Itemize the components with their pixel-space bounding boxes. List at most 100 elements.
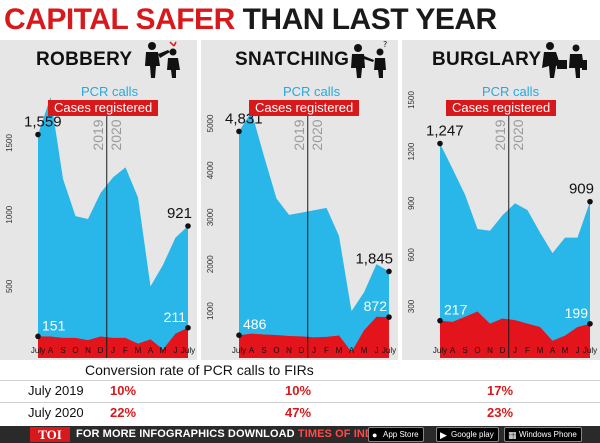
cases-registered-area [239, 316, 389, 358]
x-tick-label: S [261, 346, 266, 355]
year-marker-2020: 2020 [309, 119, 325, 150]
apple-icon: ● [372, 430, 378, 440]
conversion-value-burglary: 23% [487, 405, 514, 420]
pcr-start-label: 1,247 [426, 123, 464, 140]
x-tick-label: J [576, 346, 580, 355]
cases-start-marker [35, 333, 41, 340]
cases-end-marker [386, 314, 392, 320]
x-tick-label: D [299, 346, 305, 355]
cases-start-marker [437, 317, 443, 324]
robbery-legend-cases: Cases registered [48, 100, 159, 116]
x-tick-label: J [375, 346, 379, 355]
conversion-value-snatching: 10% [285, 383, 312, 398]
x-tick-label: O [273, 346, 279, 355]
y-tick-label: 5000 [206, 114, 215, 132]
cases-end-label: 872 [364, 298, 388, 314]
x-tick-label: S [60, 346, 65, 355]
x-tick-label: J [312, 346, 316, 355]
x-tick-label: N [487, 346, 493, 355]
year-marker-2019: 2019 [291, 119, 307, 150]
x-tick-label: F [525, 346, 530, 355]
conversion-row-label: July 2020 [28, 405, 84, 420]
pcr-end-label: 1,845 [355, 250, 393, 267]
y-tick-label: 1000 [206, 302, 215, 320]
google-play-badge[interactable]: ▶ Google play [436, 427, 499, 442]
year-marker-2020: 2020 [108, 119, 124, 150]
x-tick-label: J [111, 346, 115, 355]
conversion-row-2019: July 2019 10% 10% 17% [0, 381, 600, 401]
app-store-badge[interactable]: ● App Store [368, 427, 424, 442]
conversion-row-2020: July 2020 22% 47% 23% [0, 403, 600, 423]
cases-end-marker [587, 320, 593, 327]
conversion-divider [0, 380, 600, 381]
pcr-start-label: 1,559 [24, 114, 62, 131]
y-tick-label: 1500 [407, 91, 416, 109]
pcr-start-marker [236, 128, 242, 135]
x-tick-label: S [462, 346, 467, 355]
svg-text:?: ? [383, 40, 387, 49]
cases-start-label: 486 [243, 316, 267, 332]
y-tick-label: 1500 [5, 134, 14, 152]
pcr-start-marker [437, 140, 443, 147]
y-tick-label: 1000 [5, 205, 14, 223]
burglary-chart: 300 600 900 1200 1500 2019 2020 1,247 909 217 199 J… [407, 91, 597, 358]
x-tick-label: J [174, 346, 178, 355]
cases-registered-area [440, 311, 590, 358]
burglary-icon [542, 42, 587, 78]
robbery-icon [145, 41, 180, 78]
x-tick-label: July [583, 346, 597, 355]
headline-dark: THAN LAST YEAR [242, 3, 498, 36]
robbery-panel: 500 1000 1500 2019 2020 1,559 921 151 211 July A S O… [0, 40, 197, 360]
pcr-end-label: 909 [569, 181, 594, 198]
windows-icon: ▦ [508, 430, 517, 440]
footer-cta: FOR MORE INFOGRAPHICS DOWNLOAD [76, 428, 295, 440]
app-store-label: App Store [383, 430, 419, 439]
x-tick-label: July [31, 346, 45, 355]
burglary-legend-pcr: PCR calls [482, 84, 540, 99]
headline-red: CAPITAL SAFER [4, 3, 235, 36]
x-tick-label: July [382, 346, 396, 355]
conversion-value-robbery: 10% [110, 383, 137, 398]
x-tick-label: M [537, 346, 544, 355]
y-tick-label: 500 [5, 279, 14, 293]
pcr-start-marker [35, 131, 41, 138]
year-marker-2019: 2019 [492, 119, 508, 150]
y-tick-label: 1200 [407, 142, 416, 160]
footer-text: FOR MORE INFOGRAPHICS DOWNLOAD TIMES OF … [76, 428, 409, 440]
x-tick-label: N [85, 346, 91, 355]
burglary-panel: 300 600 900 1200 1500 2019 2020 1,247 909 217 199 J… [402, 40, 600, 360]
x-tick-label: A [48, 346, 54, 355]
x-tick-label: July [433, 346, 447, 355]
x-tick-label: M [336, 346, 343, 355]
conversion-value-robbery: 22% [110, 405, 137, 420]
x-tick-label: A [249, 346, 255, 355]
pcr-calls-area [239, 111, 389, 359]
y-tick-label: 600 [407, 248, 416, 262]
x-tick-label: A [550, 346, 556, 355]
x-tick-label: N [286, 346, 292, 355]
y-tick-label: 4000 [206, 161, 215, 179]
burglary-title: BURGLARY [432, 49, 542, 70]
snatching-panel: 1000 2000 3000 4000 5000 2019 2020 4,831 1,845 48… [201, 40, 398, 360]
x-tick-label: D [98, 346, 104, 355]
pcr-end-marker [185, 223, 191, 229]
y-tick-label: 3000 [206, 208, 215, 226]
y-tick-label: 300 [407, 299, 416, 313]
cases-start-marker [236, 332, 242, 339]
windows-phone-badge[interactable]: ▦ Windows Phone [504, 427, 582, 442]
cases-end-marker [185, 324, 191, 331]
year-marker-2020: 2020 [510, 119, 526, 150]
cases-end-label: 199 [565, 305, 589, 321]
x-tick-label: O [72, 346, 78, 355]
snatching-icon: ? [351, 40, 387, 78]
pcr-end-marker [587, 198, 593, 205]
x-tick-label: A [349, 346, 355, 355]
conversion-value-burglary: 17% [487, 383, 514, 398]
cases-end-label: 211 [164, 309, 187, 325]
play-icon: ▶ [440, 430, 447, 440]
snatching-legend-pcr: PCR calls [283, 84, 341, 99]
x-tick-label: D [500, 346, 506, 355]
year-marker-2019: 2019 [90, 119, 106, 150]
